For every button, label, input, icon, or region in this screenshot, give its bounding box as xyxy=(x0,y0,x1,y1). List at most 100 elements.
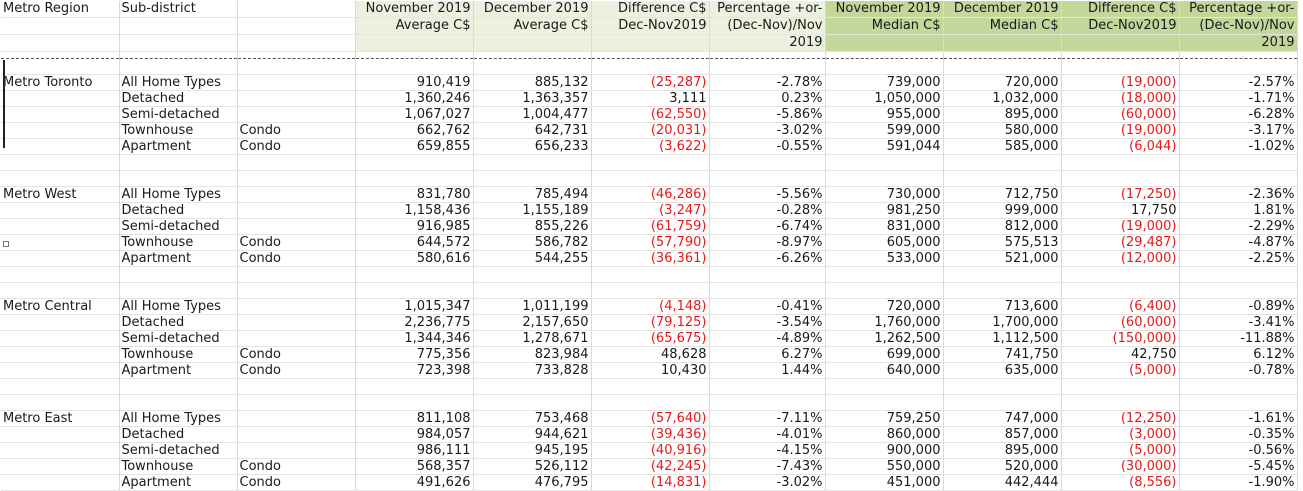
dec-avg-cell[interactable]: 733,828 xyxy=(473,362,592,379)
pct-med-cell[interactable]: -5.45% xyxy=(1179,458,1298,475)
header-pct-avg-line3[interactable]: 2019 xyxy=(709,34,826,52)
dec-avg-cell[interactable]: 656,233 xyxy=(473,138,592,155)
empty-cell[interactable] xyxy=(1,122,120,139)
empty-cell[interactable] xyxy=(943,282,1062,299)
empty-cell[interactable] xyxy=(355,154,474,171)
dec-med-cell[interactable]: 713,600 xyxy=(943,298,1062,315)
header-metro-region[interactable]: Metro Region xyxy=(1,1,120,18)
dec-med-cell[interactable]: 580,000 xyxy=(943,122,1062,139)
home-type-cell[interactable]: All Home Types xyxy=(119,298,238,315)
diff-avg-cell[interactable]: (36,361) xyxy=(591,250,710,267)
empty-cell[interactable] xyxy=(825,394,944,411)
empty-cell[interactable] xyxy=(825,34,944,52)
header-dec-avg-line2[interactable]: Average C$ xyxy=(473,17,592,35)
diff-med-cell[interactable]: 42,750 xyxy=(1061,346,1180,363)
empty-cell[interactable] xyxy=(1061,394,1180,411)
empty-cell[interactable] xyxy=(943,394,1062,411)
sub-type-cell[interactable]: Condo xyxy=(237,458,356,475)
empty-cell[interactable] xyxy=(1179,282,1298,299)
sub-type-cell[interactable] xyxy=(237,330,356,347)
pct-avg-cell[interactable]: -6.74% xyxy=(709,218,826,235)
empty-cell[interactable] xyxy=(709,282,826,299)
nov-med-cell[interactable]: 759,250 xyxy=(825,410,944,427)
empty-cell[interactable] xyxy=(591,170,710,187)
home-type-cell[interactable]: Townhouse xyxy=(119,234,238,251)
empty-cell[interactable] xyxy=(1,106,120,123)
sub-type-cell[interactable]: Condo xyxy=(237,138,356,155)
region-name-cell[interactable]: Metro West xyxy=(1,186,120,203)
pct-avg-cell[interactable]: -3.54% xyxy=(709,314,826,331)
empty-cell[interactable] xyxy=(1,202,120,219)
nov-med-cell[interactable]: 640,000 xyxy=(825,362,944,379)
header-nov-med-line2[interactable]: Median C$ xyxy=(825,17,944,35)
dec-med-cell[interactable]: 857,000 xyxy=(943,426,1062,443)
nov-avg-cell[interactable]: 662,762 xyxy=(355,122,474,139)
sub-type-cell[interactable] xyxy=(237,426,356,443)
home-type-cell[interactable]: Detached xyxy=(119,314,238,331)
diff-med-cell[interactable]: (19,000) xyxy=(1061,74,1180,91)
pct-avg-cell[interactable]: -3.02% xyxy=(709,122,826,139)
diff-med-cell[interactable]: (60,000) xyxy=(1061,106,1180,123)
column-resize-handle[interactable] xyxy=(3,241,9,247)
empty-cell[interactable] xyxy=(825,58,944,75)
sub-type-cell[interactable] xyxy=(237,202,356,219)
sub-type-cell[interactable] xyxy=(237,106,356,123)
diff-med-cell[interactable]: (19,000) xyxy=(1061,122,1180,139)
pct-avg-cell[interactable]: -5.56% xyxy=(709,186,826,203)
empty-cell[interactable] xyxy=(943,34,1062,52)
pct-avg-cell[interactable]: -0.41% xyxy=(709,298,826,315)
empty-cell[interactable] xyxy=(591,394,710,411)
sub-type-cell[interactable] xyxy=(237,410,356,427)
header-dec-med-line1[interactable]: December 2019 xyxy=(943,1,1062,18)
empty-cell[interactable] xyxy=(1,442,120,459)
empty-cell[interactable] xyxy=(237,34,356,52)
header-diff-med-line1[interactable]: Difference C$ xyxy=(1061,1,1180,18)
empty-cell[interactable] xyxy=(1,474,120,491)
pct-med-cell[interactable]: -0.35% xyxy=(1179,426,1298,443)
pct-med-cell[interactable]: -3.17% xyxy=(1179,122,1298,139)
empty-cell[interactable] xyxy=(1061,282,1180,299)
empty-cell[interactable] xyxy=(1,314,120,331)
dec-med-cell[interactable]: 999,000 xyxy=(943,202,1062,219)
pct-avg-cell[interactable]: -4.89% xyxy=(709,330,826,347)
empty-cell[interactable] xyxy=(825,282,944,299)
empty-cell[interactable] xyxy=(825,154,944,171)
pct-avg-cell[interactable]: -0.28% xyxy=(709,202,826,219)
dec-med-cell[interactable]: 712,750 xyxy=(943,186,1062,203)
dec-med-cell[interactable]: 575,513 xyxy=(943,234,1062,251)
nov-avg-cell[interactable]: 659,855 xyxy=(355,138,474,155)
empty-cell[interactable] xyxy=(355,266,474,283)
header-dec-avg-line1[interactable]: December 2019 xyxy=(473,1,592,18)
nov-med-cell[interactable]: 981,250 xyxy=(825,202,944,219)
sub-type-cell[interactable]: Condo xyxy=(237,234,356,251)
nov-avg-cell[interactable]: 580,616 xyxy=(355,250,474,267)
empty-cell[interactable] xyxy=(1,378,120,395)
sub-type-cell[interactable] xyxy=(237,314,356,331)
diff-med-cell[interactable]: (6,400) xyxy=(1061,298,1180,315)
dec-med-cell[interactable]: 521,000 xyxy=(943,250,1062,267)
diff-avg-cell[interactable]: (25,287) xyxy=(591,74,710,91)
diff-avg-cell[interactable]: (65,675) xyxy=(591,330,710,347)
empty-cell[interactable] xyxy=(119,17,238,35)
empty-cell[interactable] xyxy=(1179,378,1298,395)
empty-cell[interactable] xyxy=(943,378,1062,395)
empty-cell[interactable] xyxy=(1,250,120,267)
nov-med-cell[interactable]: 533,000 xyxy=(825,250,944,267)
diff-avg-cell[interactable]: (62,550) xyxy=(591,106,710,123)
dec-avg-cell[interactable]: 753,468 xyxy=(473,410,592,427)
dec-med-cell[interactable]: 442,444 xyxy=(943,474,1062,491)
diff-avg-cell[interactable]: (46,286) xyxy=(591,186,710,203)
empty-cell[interactable] xyxy=(591,266,710,283)
empty-cell[interactable] xyxy=(1,154,120,171)
empty-cell[interactable] xyxy=(943,58,1062,75)
nov-avg-cell[interactable]: 984,057 xyxy=(355,426,474,443)
empty-cell[interactable] xyxy=(1179,394,1298,411)
dec-avg-cell[interactable]: 1,278,671 xyxy=(473,330,592,347)
header-blank[interactable] xyxy=(237,1,356,18)
header-pct-avg-line1[interactable]: Percentage +or- xyxy=(709,1,826,18)
nov-med-cell[interactable]: 1,050,000 xyxy=(825,90,944,107)
empty-cell[interactable] xyxy=(1061,170,1180,187)
pct-med-cell[interactable]: 6.12% xyxy=(1179,346,1298,363)
dec-avg-cell[interactable]: 642,731 xyxy=(473,122,592,139)
pct-avg-cell[interactable]: 1.44% xyxy=(709,362,826,379)
